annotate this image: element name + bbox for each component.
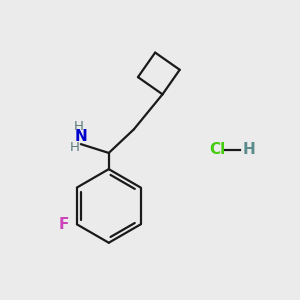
Text: Cl: Cl: [209, 142, 225, 158]
Text: H: H: [70, 141, 80, 154]
Text: F: F: [58, 217, 69, 232]
Text: N: N: [74, 128, 87, 143]
Text: H: H: [74, 120, 83, 133]
Text: H: H: [243, 142, 256, 158]
